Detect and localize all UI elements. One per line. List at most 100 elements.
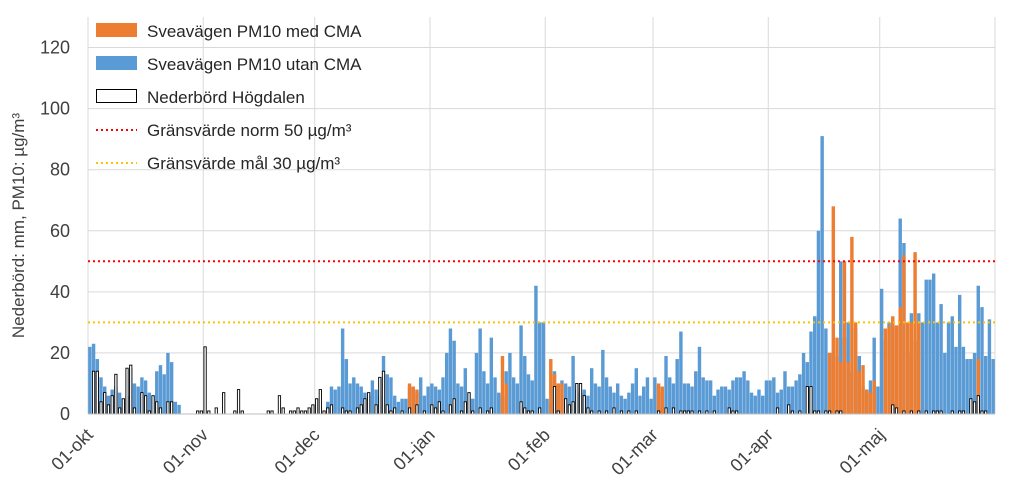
bar	[589, 368, 594, 414]
bar	[772, 377, 776, 414]
bar	[601, 349, 605, 414]
bar	[727, 407, 731, 415]
bar	[311, 404, 315, 415]
bar	[445, 352, 449, 414]
reference-lines	[88, 260, 995, 324]
bar	[144, 395, 148, 415]
bar	[775, 392, 780, 414]
bar	[571, 401, 575, 415]
bar	[121, 398, 125, 415]
bar	[534, 285, 538, 414]
bar	[348, 383, 352, 414]
bar	[627, 392, 631, 414]
bar	[404, 398, 408, 414]
x-tick-label: 01-apr	[726, 425, 777, 476]
bar	[508, 352, 512, 414]
bar	[329, 386, 334, 414]
bar	[136, 386, 140, 414]
bar	[865, 389, 869, 414]
bar	[593, 383, 598, 414]
bar	[452, 398, 456, 415]
bar	[749, 392, 754, 414]
bar	[850, 236, 854, 414]
bar	[315, 398, 319, 415]
bar	[430, 404, 434, 415]
bar	[385, 374, 389, 414]
bar	[448, 404, 453, 415]
bar	[857, 371, 862, 414]
legend-label: Sveavägen PM10 utan CMA	[147, 55, 362, 74]
bar	[839, 362, 843, 414]
bar	[664, 355, 668, 414]
bar	[868, 392, 873, 414]
bar	[99, 377, 103, 414]
bar	[839, 261, 843, 414]
bar	[794, 380, 798, 414]
bar	[411, 386, 415, 414]
bar	[935, 322, 940, 414]
bar	[943, 352, 947, 414]
bar	[582, 395, 586, 415]
bar	[359, 386, 363, 414]
bar	[500, 355, 505, 414]
bar	[876, 386, 880, 414]
bar	[166, 401, 170, 415]
bar	[519, 325, 523, 414]
bar	[887, 325, 891, 414]
bar	[125, 367, 129, 415]
bar	[604, 377, 609, 414]
bar	[716, 389, 720, 414]
legend-label: Nederbörd Högdalen	[147, 88, 305, 107]
x-tick-label: 01-maj	[836, 425, 889, 478]
bar	[950, 316, 954, 414]
bar	[147, 392, 152, 414]
x-tick-label: 01-mar	[607, 425, 661, 479]
bar	[764, 380, 769, 414]
bar	[114, 373, 118, 415]
bar	[173, 401, 178, 414]
bar	[456, 383, 460, 414]
bar	[389, 377, 393, 414]
bar	[407, 383, 412, 414]
bar	[827, 352, 832, 414]
bar	[634, 368, 638, 414]
bar	[132, 407, 137, 415]
bar	[805, 386, 809, 415]
bar	[281, 407, 285, 415]
bar	[511, 377, 516, 414]
bar	[474, 352, 479, 414]
bar	[786, 386, 791, 414]
bar	[478, 328, 482, 414]
legend-label: Gränsvärde mål 30 µg/m³	[147, 154, 340, 173]
bar	[129, 364, 133, 415]
bar	[422, 395, 427, 414]
bar	[296, 407, 300, 415]
bar	[307, 407, 311, 415]
bar	[891, 316, 895, 414]
bar	[831, 206, 836, 414]
bar	[88, 346, 92, 414]
bar	[712, 395, 717, 414]
bar	[768, 380, 772, 414]
bar	[329, 404, 334, 415]
bar	[103, 392, 107, 415]
bar	[485, 383, 490, 414]
bar	[463, 401, 467, 415]
bar	[222, 392, 226, 415]
bar	[846, 362, 850, 414]
bar	[879, 288, 884, 414]
bar	[790, 386, 795, 414]
y-tick-label: 100	[40, 99, 70, 119]
bar	[931, 273, 936, 414]
bar	[991, 359, 995, 414]
bar	[720, 386, 724, 414]
x-tick-label: 01-okt	[47, 425, 97, 475]
bar	[489, 407, 493, 415]
bar	[381, 370, 386, 415]
bar	[378, 376, 382, 415]
bar	[757, 389, 761, 414]
bar	[969, 398, 973, 415]
bar	[166, 352, 170, 414]
bar	[99, 401, 103, 415]
bar	[753, 395, 757, 414]
